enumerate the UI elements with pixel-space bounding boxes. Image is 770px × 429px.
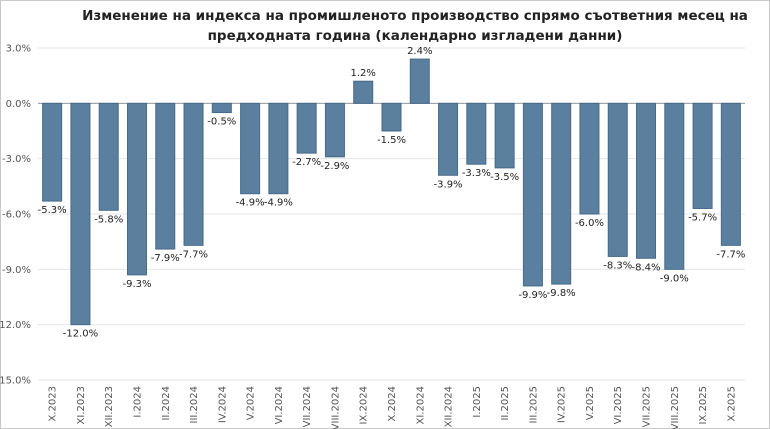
data-label: 2.4% (407, 46, 432, 57)
bar (522, 102, 543, 287)
bar (126, 102, 147, 276)
y-tick-label: -15.0% (0, 376, 31, 387)
x-tick-label: VII.2024 (302, 386, 313, 427)
x-tick-label: VII.2025 (642, 386, 653, 427)
data-label: -9.3% (122, 279, 151, 290)
x-tick-label: III.2024 (189, 386, 200, 423)
bar (720, 102, 741, 246)
x-tick-label: IX.2025 (698, 386, 709, 424)
data-label: -3.5% (490, 172, 519, 183)
x-tick-label: V.2025 (585, 386, 596, 420)
bar (692, 102, 713, 209)
data-label: -2.9% (320, 161, 349, 172)
x-tick-label: X.2023 (48, 386, 59, 421)
y-tick-label: -9.0% (2, 265, 31, 276)
x-tick-label: II.2025 (500, 386, 511, 421)
data-label: -9.9% (518, 290, 547, 301)
x-tick-label: I.2024 (132, 386, 143, 418)
y-tick-label: -12.0% (0, 320, 31, 331)
data-label: -5.3% (38, 205, 67, 216)
bar (353, 80, 374, 104)
x-tick-label: VI.2025 (613, 386, 624, 424)
data-label: -2.7% (292, 157, 321, 168)
data-label: -6.0% (575, 218, 604, 229)
data-label: -8.4% (632, 262, 661, 273)
data-label: -12.0% (63, 329, 98, 340)
bar (636, 102, 657, 259)
bar (42, 102, 63, 202)
data-label: -4.9% (236, 198, 265, 209)
x-tick-label: IX.2024 (359, 386, 370, 424)
chart-title: Изменение на индекса на промишленото про… (82, 8, 748, 44)
data-label: -5.8% (94, 214, 123, 225)
data-label: -9.8% (547, 288, 576, 299)
bar (664, 102, 685, 270)
bar (579, 102, 600, 215)
x-tick-label: X.2025 (726, 386, 737, 421)
x-tick-label: X.2024 (387, 386, 398, 421)
bar (155, 102, 176, 250)
data-label: -3.3% (462, 168, 491, 179)
bar (268, 102, 289, 195)
bar (240, 102, 261, 195)
x-tick-label: III.2025 (528, 386, 539, 423)
data-label: -9.0% (660, 273, 689, 284)
data-label: -7.9% (151, 253, 180, 264)
data-label: -7.7% (716, 249, 745, 260)
x-tick-label: IV.2025 (557, 386, 568, 423)
bar (438, 102, 459, 176)
y-tick-label: -3.0% (2, 154, 31, 165)
bar (98, 102, 119, 211)
x-tick-label: VI.2024 (274, 386, 285, 424)
data-label: -3.9% (434, 179, 463, 190)
bar (211, 102, 232, 114)
data-label: -4.9% (264, 198, 293, 209)
y-tick-label: -6.0% (2, 210, 31, 221)
bar (551, 102, 572, 285)
x-tick-label: IV.2024 (217, 386, 228, 423)
bar (324, 102, 345, 158)
x-tick-label: XI.2024 (415, 386, 426, 424)
bar (296, 102, 317, 154)
data-label: -7.7% (179, 249, 208, 260)
bar (607, 102, 628, 257)
bar (381, 102, 402, 132)
x-tick-label: V.2024 (246, 386, 257, 420)
data-label: -0.5% (207, 117, 236, 128)
x-tick-label: XII.2024 (444, 386, 455, 427)
y-tick-label: 0.0% (6, 99, 31, 110)
data-label: -5.7% (688, 212, 717, 223)
bar (70, 102, 91, 326)
data-label: -8.3% (603, 260, 632, 271)
x-tick-label: VIII.2025 (670, 386, 681, 429)
x-tick-label: VIII.2024 (330, 386, 341, 429)
data-label: -1.5% (377, 135, 406, 146)
x-tick-label: II.2024 (161, 386, 172, 421)
bar (466, 102, 487, 165)
bar (409, 58, 430, 104)
x-tick-label: I.2025 (472, 386, 483, 418)
bar (494, 102, 515, 169)
bar (183, 102, 204, 246)
y-tick-label: 3.0% (6, 44, 31, 55)
data-label: 1.2% (351, 68, 376, 79)
x-tick-label: XI.2023 (76, 386, 87, 424)
x-tick-label: XII.2023 (104, 386, 115, 427)
